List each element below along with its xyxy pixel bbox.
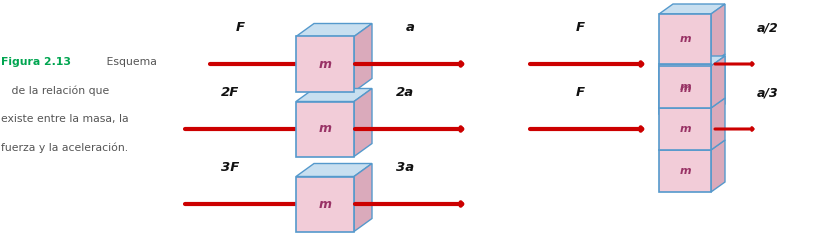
FancyBboxPatch shape bbox=[659, 66, 711, 108]
Polygon shape bbox=[711, 98, 725, 150]
FancyBboxPatch shape bbox=[659, 108, 711, 150]
Text: 3F: 3F bbox=[221, 161, 239, 174]
FancyBboxPatch shape bbox=[296, 102, 354, 157]
Text: 3a: 3a bbox=[396, 161, 414, 174]
Text: m: m bbox=[679, 84, 691, 94]
Text: a/2: a/2 bbox=[757, 21, 779, 34]
Text: a: a bbox=[405, 21, 414, 34]
Text: 2F: 2F bbox=[221, 86, 239, 99]
Text: de la relación que: de la relación que bbox=[1, 86, 109, 96]
Text: m: m bbox=[679, 34, 691, 44]
Text: F: F bbox=[576, 86, 585, 99]
Polygon shape bbox=[711, 140, 725, 192]
Text: 2a: 2a bbox=[396, 86, 414, 99]
Text: m: m bbox=[318, 123, 332, 136]
Polygon shape bbox=[711, 54, 725, 114]
Polygon shape bbox=[711, 56, 725, 108]
Polygon shape bbox=[354, 88, 372, 157]
Text: m: m bbox=[679, 166, 691, 176]
Text: existe entre la masa, la: existe entre la masa, la bbox=[1, 114, 129, 124]
Polygon shape bbox=[659, 98, 725, 108]
Polygon shape bbox=[296, 23, 372, 37]
Text: Esquema: Esquema bbox=[103, 57, 157, 67]
Polygon shape bbox=[354, 23, 372, 92]
FancyBboxPatch shape bbox=[659, 64, 711, 114]
Polygon shape bbox=[296, 88, 372, 102]
Polygon shape bbox=[659, 4, 725, 14]
Polygon shape bbox=[296, 163, 372, 176]
Polygon shape bbox=[659, 56, 725, 66]
Text: m: m bbox=[679, 82, 691, 92]
Polygon shape bbox=[711, 4, 725, 64]
Text: Figura 2.13: Figura 2.13 bbox=[1, 57, 71, 67]
FancyBboxPatch shape bbox=[659, 150, 711, 192]
Text: m: m bbox=[318, 58, 332, 71]
Polygon shape bbox=[659, 140, 725, 150]
Text: F: F bbox=[576, 21, 585, 34]
Text: fuerza y la aceleración.: fuerza y la aceleración. bbox=[1, 142, 128, 153]
Text: m: m bbox=[318, 197, 332, 211]
FancyBboxPatch shape bbox=[296, 176, 354, 232]
Polygon shape bbox=[354, 163, 372, 232]
Text: F: F bbox=[236, 21, 245, 34]
FancyBboxPatch shape bbox=[659, 14, 711, 64]
FancyBboxPatch shape bbox=[296, 37, 354, 92]
Text: m: m bbox=[679, 124, 691, 134]
Text: a/3: a/3 bbox=[757, 86, 779, 99]
Polygon shape bbox=[659, 54, 725, 64]
